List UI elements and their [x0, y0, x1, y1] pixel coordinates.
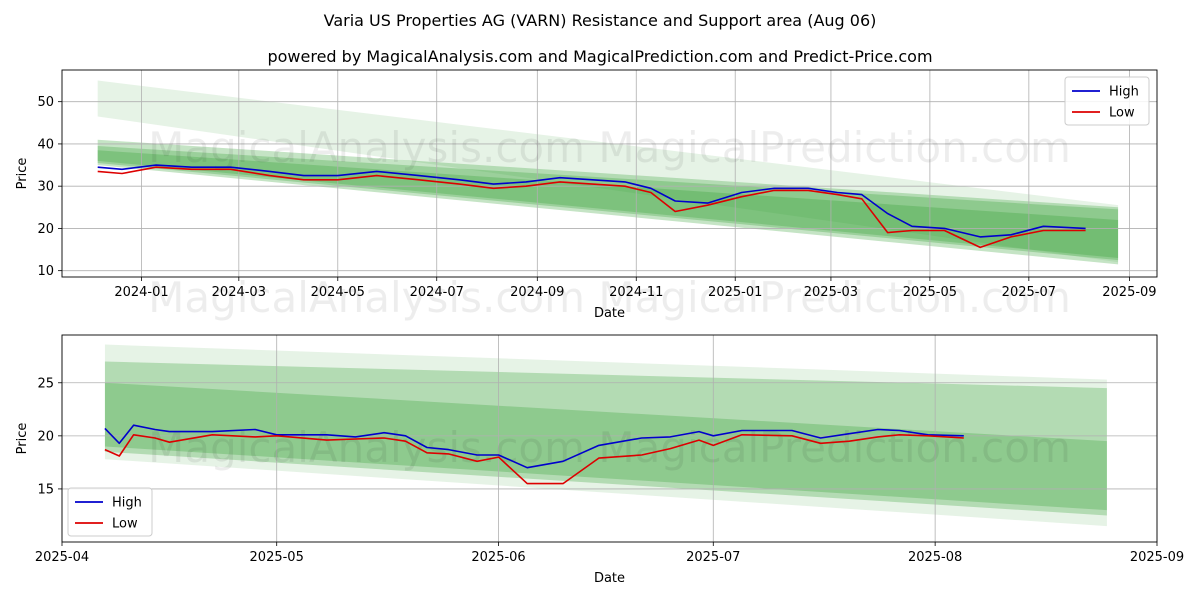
x-tick-label: 2025-07 — [686, 550, 740, 565]
x-tick-label: 2024-01 — [114, 285, 168, 300]
series-line-high — [97, 164, 1086, 238]
legend-box — [67, 487, 153, 537]
legend-label-high: High — [1109, 85, 1139, 100]
lower-chart-panel: 2025-04 2025-05 2025-06 2025-07 2025-08 2025-… — [15, 334, 1184, 586]
legend: High Low — [67, 487, 153, 537]
chart-title: Varia US Properties AG (VARN) Resistance… — [324, 11, 877, 30]
x-tick-label: 2025-03 — [804, 285, 858, 300]
x-tick-label: 2024-07 — [410, 285, 464, 300]
series-line-high — [104, 424, 964, 469]
x-tick-label: 2024-05 — [311, 285, 365, 300]
x-tick-label: 2024-11 — [609, 285, 663, 300]
legend-box — [1064, 76, 1150, 126]
x-tick-label: 2025-04 — [35, 550, 89, 565]
plot-frame — [61, 334, 1158, 543]
x-tick-label: 2025-01 — [708, 285, 762, 300]
x-tick-label: 2024-03 — [212, 285, 266, 300]
support-resistance-bands — [104, 344, 1107, 527]
band-area — [97, 80, 1119, 263]
band-area — [97, 150, 1119, 258]
x-tick-label: 2025-09 — [1102, 285, 1156, 300]
y-tick-label: 20 — [37, 222, 54, 237]
band-area — [104, 382, 1107, 511]
x-axis-label: Date — [594, 306, 625, 321]
y-tick-label: 50 — [37, 95, 54, 110]
band-area — [97, 139, 1119, 265]
x-tick-label: 2025-05 — [903, 285, 957, 300]
x-tick-label: 2025-09 — [1130, 550, 1184, 565]
legend-label-high: High — [112, 496, 142, 511]
watermark: MagicalAnalysis.com MagicalPrediction.co… — [148, 273, 1071, 322]
y-tick-label: 25 — [37, 376, 54, 391]
plot-frame — [61, 69, 1158, 278]
band-area — [104, 344, 1107, 527]
legend: High Low — [1064, 76, 1150, 126]
y-tick-label: 30 — [37, 180, 54, 195]
x-axis-label: Date — [594, 571, 625, 586]
series-line-low — [104, 433, 964, 485]
x-tick-label: 2025-07 — [1002, 285, 1056, 300]
y-tick-label: 10 — [37, 264, 54, 279]
y-tick-label: 15 — [37, 482, 54, 497]
watermark: MagicalAnalysis.com MagicalPrediction.co… — [148, 423, 1071, 472]
y-tick-label: 40 — [37, 137, 54, 152]
series-line-low — [97, 166, 1086, 249]
chart-subtitle: powered by MagicalAnalysis.com and Magic… — [267, 47, 932, 66]
y-tick-label: 20 — [37, 429, 54, 444]
series-group — [104, 424, 964, 485]
x-tick-label: 2024-09 — [510, 285, 564, 300]
y-axis-label: Price — [15, 158, 30, 190]
legend-label-low: Low — [112, 517, 138, 532]
watermark: MagicalAnalysis.com MagicalPrediction.co… — [148, 123, 1071, 172]
band-area — [104, 361, 1107, 516]
series-group — [97, 164, 1086, 249]
x-tick-label: 2025-06 — [471, 550, 525, 565]
upper-chart-panel: 2024-01 2024-03 2024-05 2024-07 2024-09 2024-… — [15, 69, 1158, 322]
legend-label-low: Low — [1109, 106, 1135, 121]
x-tick-label: 2025-05 — [250, 550, 304, 565]
y-axis-label: Price — [15, 423, 30, 455]
x-tick-label: 2025-08 — [908, 550, 962, 565]
